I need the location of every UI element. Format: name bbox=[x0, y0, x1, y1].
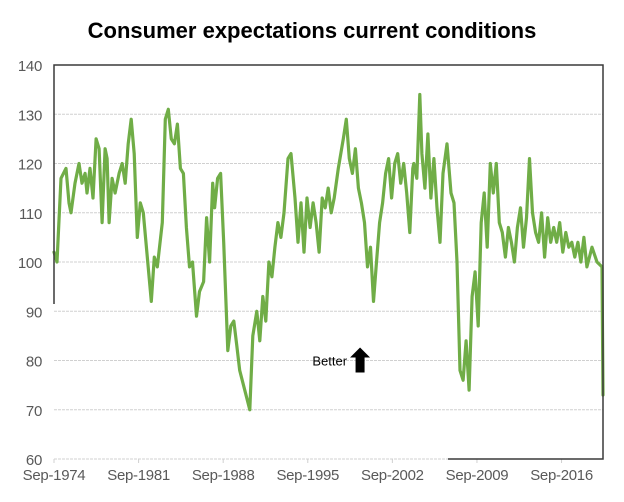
series-group bbox=[52, 92, 605, 412]
x-tick-label-3: Sep-1995 bbox=[276, 467, 339, 484]
y-axis-ticks: 60 70 80 90 100 110 120 130 140 bbox=[18, 58, 42, 469]
x-tick-label-5: Sep-2009 bbox=[446, 467, 509, 484]
y-tick-label-70: 70 bbox=[26, 403, 42, 420]
x-tick-label-1: Sep-1981 bbox=[107, 467, 170, 484]
y-tick-label-90: 90 bbox=[26, 304, 42, 321]
annotation-group: Better bbox=[312, 347, 371, 373]
series-line-0 bbox=[52, 92, 605, 412]
x-tick-label-2: Sep-1988 bbox=[192, 467, 255, 484]
y-tick-label-140: 140 bbox=[18, 58, 42, 75]
y-tick-label-120: 120 bbox=[18, 157, 42, 174]
gridlines bbox=[54, 113, 603, 460]
up-arrow-icon bbox=[350, 347, 371, 373]
y-tick-label-100: 100 bbox=[18, 255, 42, 272]
plot-frame bbox=[53, 64, 604, 460]
y-tick-label-60: 60 bbox=[26, 452, 42, 469]
y-tick-label-110: 110 bbox=[19, 206, 42, 223]
y-tick-label-80: 80 bbox=[26, 354, 42, 371]
x-tick-label-0: Sep-1974 bbox=[23, 467, 86, 484]
annotation-better-label: Better bbox=[312, 354, 347, 369]
chart-title: Consumer expectations current conditions bbox=[88, 18, 537, 43]
x-tick-label-6: Sep-2016 bbox=[530, 467, 593, 484]
y-tick-label-130: 130 bbox=[18, 107, 42, 124]
x-axis-ticks: Sep-1974 Sep-1981 Sep-1988 Sep-1995 Sep-2002… bbox=[23, 459, 593, 484]
x-tick-label-4: Sep-2002 bbox=[361, 467, 424, 484]
